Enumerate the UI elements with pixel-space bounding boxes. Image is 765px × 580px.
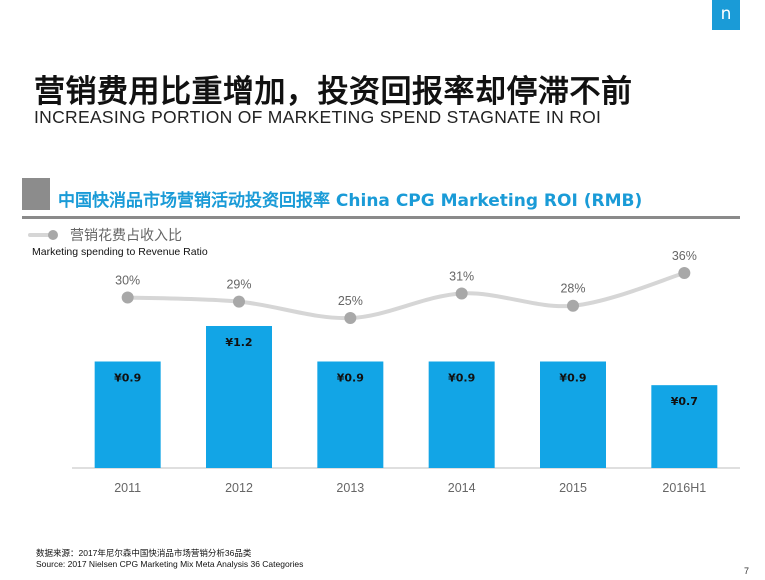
bar-2013: [317, 361, 384, 468]
legend-line-swatch: [28, 233, 52, 237]
bar-label-2012: ¥1.2: [225, 336, 252, 349]
section-square-marker: [22, 178, 50, 210]
ratio-label-2015: 28%: [560, 282, 585, 296]
bar-2011: [94, 361, 161, 468]
legend-label-cn: 营销花费占收入比: [70, 228, 182, 244]
page-title-cn: 营销费用比重增加，投资回报率却停滞不前: [34, 74, 633, 110]
ratio-point-2012: [233, 295, 245, 308]
ratio-point-2013: [344, 312, 357, 324]
page-title-en: INCREASING PORTION OF MARKETING SPEND ST…: [34, 107, 602, 127]
bar-label-2013: ¥0.9: [337, 372, 364, 385]
source-note: 数据来源：2017年尼尔森中国快消品市场营销分析36品类 Source: 201…: [36, 548, 303, 570]
source-line-cn: 数据来源：2017年尼尔森中国快消品市场营销分析36品类: [36, 548, 252, 558]
bar-2014: [428, 361, 495, 468]
section-title: 中国快消品市场营销活动投资回报率 China CPG Marketing ROI…: [58, 191, 643, 211]
section-header: 中国快消品市场营销活动投资回报率 China CPG Marketing ROI…: [22, 178, 740, 219]
bar-2012: [206, 326, 272, 468]
bar-label-2015: ¥0.9: [559, 372, 586, 385]
x-tick-label-2012: 2012: [225, 481, 253, 495]
ratio-label-2016H1: 36%: [672, 249, 697, 263]
ratio-point-2014: [455, 287, 468, 300]
bar-label-2016H1: ¥0.7: [671, 395, 698, 408]
ratio-label-2013: 25%: [338, 294, 363, 308]
bar-2016H1: [651, 385, 718, 468]
ratio-label-2011: 30%: [115, 274, 140, 288]
legend-dot-marker: [48, 230, 58, 240]
ratio-point-2011: [121, 291, 134, 304]
x-tick-label-2014: 2014: [448, 481, 476, 495]
legend-label-en: Marketing spending to Revenue Ratio: [32, 246, 208, 258]
x-tick-label-2016H1: 2016H1: [662, 481, 706, 495]
x-tick-label-2015: 2015: [559, 481, 587, 495]
page-number: 7: [744, 566, 750, 576]
x-tick-label-2013: 2013: [336, 481, 364, 495]
x-tick-label-2011: 2011: [114, 481, 141, 495]
ratio-label-2014: 31%: [449, 269, 474, 283]
ratio-line: [125, 271, 687, 321]
source-line-en: Source: 2017 Nielsen CPG Marketing Mix M…: [36, 559, 304, 569]
bar-label-2011: ¥0.9: [114, 372, 141, 385]
nielsen-logo: n: [712, 0, 740, 30]
bar-2015: [540, 361, 606, 468]
bar-label-2014: ¥0.9: [448, 372, 475, 385]
ratio-point-2016H1: [678, 267, 691, 279]
ratio-label-2012: 29%: [226, 278, 251, 292]
ratio-point-2015: [567, 299, 579, 312]
